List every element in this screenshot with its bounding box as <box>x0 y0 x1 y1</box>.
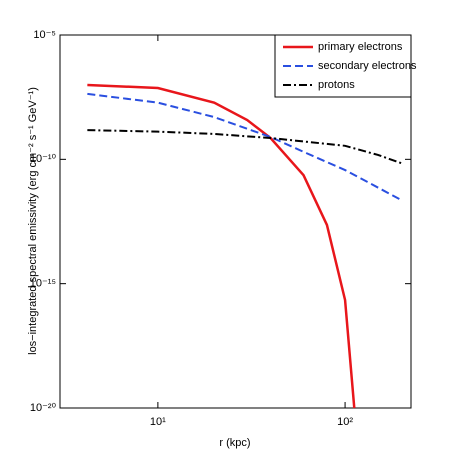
y-axis-label: los−integrated spectral emissivity (erg … <box>27 87 39 355</box>
x-axis-label: r (kpc) <box>219 437 250 449</box>
legend-label: protons <box>318 79 355 91</box>
x-tick-label: 10² <box>337 416 353 428</box>
plot-frame <box>59 34 412 409</box>
series-line <box>87 92 402 201</box>
y-tick-label: 10⁻²⁰ <box>30 402 57 414</box>
y-tick-label: 10⁻¹⁵ <box>30 278 56 290</box>
x-tick-label: 10¹ <box>150 416 166 428</box>
legend-label: primary electrons <box>318 41 403 53</box>
series-line <box>87 83 356 409</box>
y-tick-label: 10⁻¹⁰ <box>30 153 57 165</box>
y-tick-label: 10⁻⁵ <box>33 29 56 41</box>
series-line <box>87 129 402 165</box>
legend-label: secondary electrons <box>318 60 417 72</box>
